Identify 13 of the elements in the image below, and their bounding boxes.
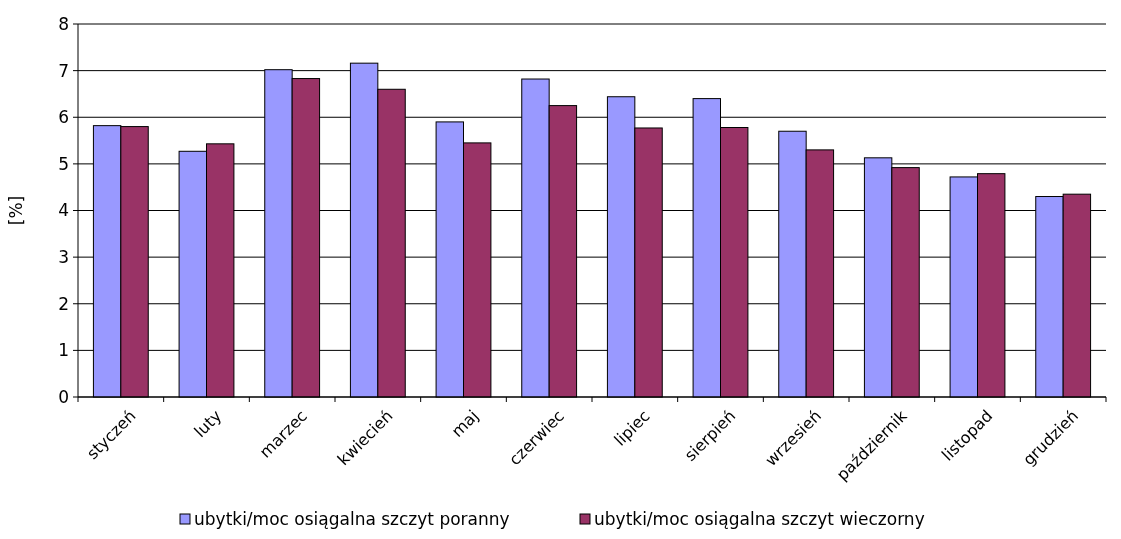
y-tick-label: 3 bbox=[58, 247, 69, 268]
y-tick-label: 4 bbox=[58, 200, 69, 221]
y-tick-label: 2 bbox=[58, 293, 69, 314]
y-tick-label: 8 bbox=[58, 13, 69, 34]
x-tick-label: luty bbox=[190, 406, 226, 442]
y-tick-label: 1 bbox=[58, 340, 69, 361]
legend-label: ubytki/moc osiągalna szczyt wieczorny bbox=[594, 509, 925, 529]
y-tick-label: 0 bbox=[58, 386, 69, 407]
legend-label: ubytki/moc osiągalna szczyt poranny bbox=[194, 509, 510, 529]
y-tick-label: 5 bbox=[58, 153, 69, 174]
y-tick-label: 7 bbox=[58, 60, 69, 81]
y-axis-title: [%] bbox=[6, 195, 26, 226]
y-tick-label: 6 bbox=[58, 107, 69, 128]
